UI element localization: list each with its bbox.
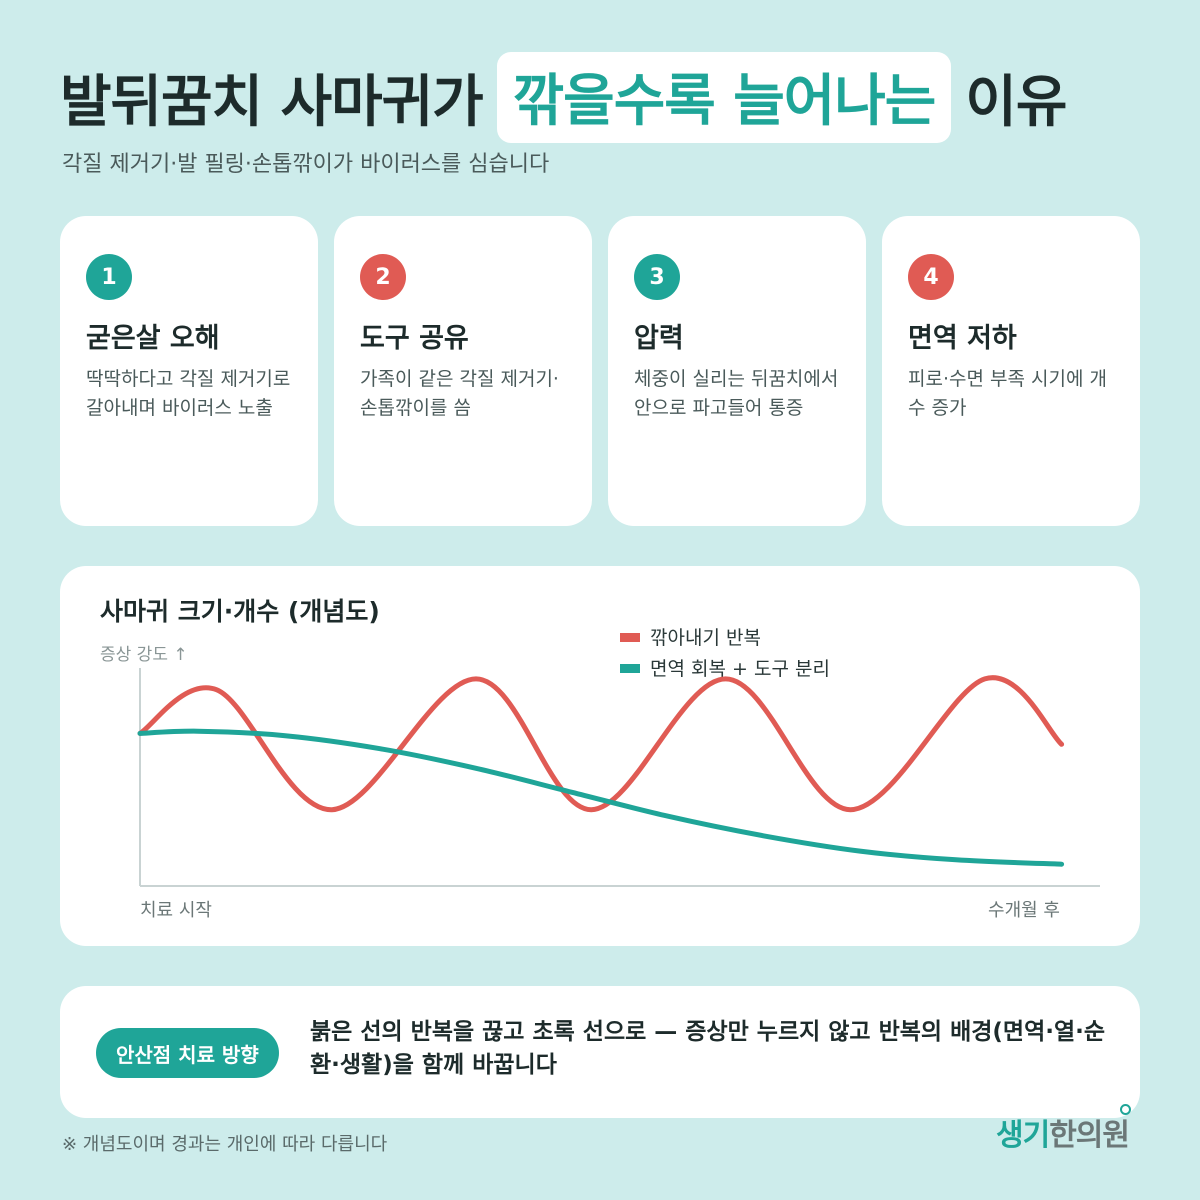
- chart-panel: 사마귀 크기·개수 (개념도) 증상 강도 ↑ 치료 시작 수개월 후 깎아내기…: [60, 566, 1140, 946]
- card-description: 체중이 실리는 뒤꿈치에서 안으로 파고들어 통증: [634, 368, 839, 419]
- treatment-text: 붉은 선의 반복을 끊고 초록 선으로 — 증상만 누르지 않고 반복의 배경(…: [310, 1019, 1106, 1078]
- reason-card-1: 1 굳은살 오해 딱딱하다고 각질 제거기로 갈아내며 바이러스 노출: [60, 216, 318, 526]
- card-number-badge: 2: [360, 254, 406, 300]
- card-description: 딱딱하다고 각질 제거기로 갈아내며 바이러스 노출: [86, 368, 291, 419]
- card-title: 압력: [634, 323, 684, 354]
- reason-cards: 1 굳은살 오해 딱딱하다고 각질 제거기로 갈아내며 바이러스 노출 2 도구…: [60, 216, 1140, 526]
- x-tick-label-start: 치료 시작: [140, 900, 212, 921]
- logo-part2: 한의원: [1049, 1118, 1130, 1153]
- card-number-badge: 4: [908, 254, 954, 300]
- chart-title: 사마귀 크기·개수 (개념도): [100, 597, 380, 626]
- card-description: 피로·수면 부족 시기에 개수 증가: [908, 368, 1107, 419]
- y-axis-label: 증상 강도 ↑: [100, 645, 188, 665]
- treatment-badge: 안산점 치료 방향: [96, 1028, 279, 1078]
- series-line-red: [137, 675, 1065, 813]
- reason-card-2: 2 도구 공유 가족이 같은 각질 제거기·손톱깎이를 씀: [334, 216, 592, 526]
- card-title: 도구 공유: [360, 323, 469, 354]
- card-number-badge: 1: [86, 254, 132, 300]
- card-title: 면역 저하: [908, 323, 1017, 354]
- legend-swatch-red: [620, 633, 640, 642]
- title-before: 발뒤꿈치 사마귀가: [60, 70, 484, 135]
- legend-swatch-green: [620, 664, 640, 673]
- footnote: ※ 개념도이며 경과는 개인에 따라 다릅니다: [62, 1134, 388, 1155]
- card-description: 가족이 같은 각질 제거기·손톱깎이를 씀: [360, 368, 559, 419]
- reason-card-3: 3 압력 체중이 실리는 뒤꿈치에서 안으로 파고들어 통증: [608, 216, 866, 526]
- reason-card-4: 4 면역 저하 피로·수면 부족 시기에 개수 증가: [882, 216, 1140, 526]
- legend-label-red: 깎아내기 반복: [650, 627, 761, 649]
- page-subtitle: 각질 제거기·발 필링·손톱깎이가 바이러스를 심습니다: [62, 152, 550, 177]
- card-title: 굳은살 오해: [86, 323, 220, 354]
- logo-part1: 생기: [996, 1118, 1050, 1153]
- x-tick-label-end: 수개월 후: [988, 900, 1060, 921]
- treatment-panel: 안산점 치료 방향 붉은 선의 반복을 끊고 초록 선으로 — 증상만 누르지 …: [60, 986, 1140, 1118]
- legend-label-green: 면역 회복 + 도구 분리: [650, 658, 830, 680]
- series-line-green: [137, 728, 1065, 867]
- clinic-logo: 생기한의원: [996, 1104, 1131, 1154]
- title-highlight: 깎을수록 늘어나는: [496, 52, 952, 143]
- logo-ring-icon: [1120, 1104, 1131, 1115]
- title-after: 이유: [965, 70, 1067, 135]
- card-number-badge: 3: [634, 254, 680, 300]
- chart-plot: 증상 강도 ↑ 치료 시작 수개월 후 깎아내기 반복 면역 회복 + 도구 분…: [100, 627, 1100, 921]
- page-title: 발뒤꿈치 사마귀가 깎을수록 늘어나는 이유: [60, 52, 1067, 143]
